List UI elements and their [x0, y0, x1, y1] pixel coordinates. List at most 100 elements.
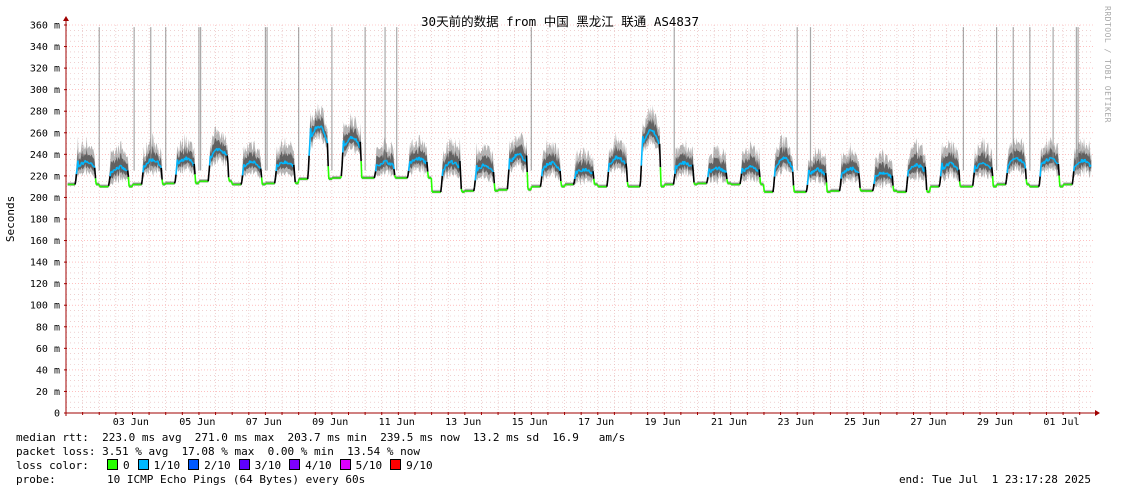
- median-segment: [407, 170, 410, 177]
- loss-color-value: 9/10: [406, 459, 433, 472]
- median-segment: [858, 178, 861, 188]
- median-segment: [526, 172, 529, 189]
- median-segment: [1046, 160, 1049, 162]
- median-segment: [817, 167, 819, 170]
- median-segment: [741, 167, 744, 171]
- median-segment: [815, 167, 818, 171]
- median-segment: [573, 175, 577, 180]
- median-segment: [739, 179, 742, 185]
- median-segment: [392, 165, 395, 170]
- median-segment: [430, 177, 433, 193]
- median-segment: [193, 163, 196, 175]
- median-segment: [1072, 171, 1075, 179]
- median-segment: [324, 136, 327, 139]
- median-segment: [463, 190, 466, 193]
- median-segment: [148, 158, 151, 161]
- median-segment: [1057, 163, 1060, 176]
- median-segment: [639, 165, 643, 181]
- median-segment: [341, 152, 344, 166]
- median-segment: [374, 171, 377, 175]
- median-segment: [153, 159, 156, 162]
- median-segment: [1019, 158, 1022, 161]
- median-segment: [490, 167, 492, 170]
- median-segment: [339, 175, 343, 179]
- x-tick-label: 09 Jun: [312, 417, 348, 428]
- median-segment: [320, 126, 323, 129]
- end-timestamp: end: Tue Jul 1 23:17:28 2025: [898, 473, 1091, 486]
- median-segment: [443, 168, 446, 171]
- median-segment: [98, 184, 101, 187]
- median-segment: [86, 161, 89, 164]
- median-segment: [606, 171, 610, 180]
- median-segment: [1038, 176, 1041, 185]
- median-segment: [443, 166, 446, 170]
- median-segment: [75, 168, 78, 175]
- median-segment: [928, 186, 932, 193]
- median-segment: [421, 158, 424, 161]
- loss-color-swatch: [390, 459, 402, 470]
- median-segment: [517, 153, 520, 156]
- median-segment: [478, 166, 481, 169]
- median-segment: [977, 164, 980, 167]
- median-segment: [972, 172, 976, 180]
- median-segment: [609, 162, 612, 165]
- median-segment: [724, 170, 727, 173]
- median-segment: [89, 162, 92, 164]
- median-segment: [762, 184, 766, 193]
- median-segment: [257, 165, 261, 169]
- median-segment: [1011, 158, 1014, 161]
- median-segment: [786, 159, 790, 163]
- median-segment: [1024, 165, 1027, 169]
- median-segment: [590, 172, 594, 175]
- loss-color-items: 0 1/10 2/10 3/10 4/10 5/10 9/10: [107, 459, 441, 472]
- median-segment: [773, 176, 776, 186]
- median-segment: [543, 165, 547, 168]
- median-segment: [981, 162, 983, 165]
- median-segment: [639, 180, 642, 187]
- median-segment: [143, 165, 146, 168]
- y-tick-label: 240 m: [30, 150, 60, 161]
- y-tick-label: 220 m: [30, 171, 60, 182]
- median-segment: [442, 168, 445, 171]
- median-segment: [593, 178, 596, 185]
- median-segment: [991, 175, 995, 187]
- median-segment: [91, 163, 94, 166]
- median-segment: [309, 128, 313, 138]
- median-segment: [939, 176, 942, 184]
- median-segment: [740, 173, 743, 180]
- y-tick-label: 60 m: [36, 344, 60, 355]
- median-segment: [223, 150, 226, 154]
- median-segment: [938, 183, 941, 187]
- median-segment: [971, 185, 974, 188]
- median-segment: [944, 164, 948, 167]
- median-segment: [359, 141, 362, 162]
- median-segment: [241, 175, 244, 182]
- chart-title: 30天前的数据 from 中国 黑龙江 联通 AS4837: [421, 14, 699, 29]
- x-tick-label: 19 Jun: [645, 417, 681, 428]
- median-segment: [293, 164, 296, 174]
- median-segment: [751, 165, 754, 168]
- median-segment: [497, 189, 500, 192]
- median-segment: [221, 151, 224, 153]
- median-segment: [995, 184, 998, 187]
- median-segment: [1039, 167, 1042, 177]
- median-segment: [824, 173, 828, 183]
- median-segment: [906, 170, 910, 177]
- loss-color-value: 0: [123, 459, 130, 472]
- median-segment: [560, 180, 563, 187]
- median-segment: [673, 173, 676, 179]
- median-segment: [693, 182, 696, 185]
- median-segment: [583, 170, 586, 172]
- median-segment: [174, 174, 177, 182]
- median-segment: [154, 160, 156, 163]
- median-segment: [978, 163, 980, 165]
- median-segment: [94, 178, 97, 185]
- median-segment: [1086, 160, 1089, 163]
- median-segment: [384, 159, 387, 162]
- median-segment: [108, 176, 111, 181]
- median-segment: [911, 165, 914, 168]
- median-segment: [857, 171, 860, 174]
- median-segment: [273, 177, 277, 184]
- x-tick-label: 17 Jun: [578, 417, 614, 428]
- median-segment: [530, 186, 533, 191]
